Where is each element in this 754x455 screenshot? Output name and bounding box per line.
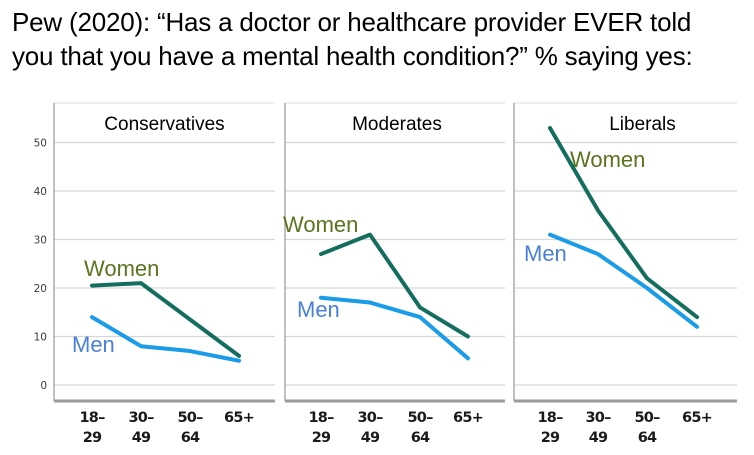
y-tick-label-10: 10 [34, 332, 47, 344]
x-tick-label: 18–29 [79, 410, 105, 446]
x-tick-label: 65+ [682, 410, 713, 426]
x-tick-line1: 30– [357, 410, 383, 426]
x-tick-label: 65+ [453, 410, 484, 426]
x-tick-line2: 64 [181, 430, 200, 446]
x-tick-line1: 18– [308, 410, 334, 426]
panel-title-liberals: Liberals [609, 114, 676, 135]
series-label-women: Women [283, 212, 358, 237]
x-tick-line1: 30– [128, 410, 154, 426]
y-tick-label-30: 30 [34, 235, 47, 247]
x-tick-line2: 49 [132, 430, 151, 446]
y-tick-label-0: 0 [40, 380, 47, 392]
x-tick-label: 30–49 [585, 410, 611, 446]
x-tick-line1: 65+ [453, 410, 483, 426]
series-line-men [548, 232, 699, 329]
x-tick-line2: 29 [541, 430, 560, 446]
series-label-men: Men [297, 297, 340, 322]
series-label-men: Men [72, 332, 115, 357]
line-chart: 01020304050ConservativesWomenMen18–2930–… [34, 102, 737, 446]
series-line-women [548, 125, 699, 320]
series-label-women: Women [84, 256, 159, 281]
x-tick-label: 30–49 [357, 410, 383, 446]
panel-conservatives: 01020304050ConservativesWomenMen18–2930–… [34, 102, 275, 446]
x-tick-line1: 30– [585, 410, 611, 426]
chart-title-line2: you that you have a mental health condit… [12, 41, 693, 71]
chart-title: Pew (2020): “Has a doctor or healthcare … [12, 5, 752, 73]
x-tick-line2: 64 [411, 430, 430, 446]
x-tick-line2: 29 [83, 430, 102, 446]
series-line-men [90, 315, 241, 363]
x-tick-line1: 18– [79, 410, 105, 426]
x-tick-label: 18–29 [308, 410, 334, 446]
x-tick-label: 50–64 [407, 410, 433, 446]
series-label-men: Men [524, 241, 567, 266]
x-tick-label: 50–64 [177, 410, 203, 446]
x-tick-label: 65+ [224, 410, 255, 426]
series-line-women [319, 232, 470, 339]
x-tick-label: 18–29 [537, 410, 563, 446]
x-tick-line2: 29 [312, 430, 331, 446]
series-label-women: Women [570, 147, 645, 172]
x-tick-line2: 64 [638, 430, 657, 446]
x-tick-line2: 49 [589, 430, 608, 446]
x-tick-label: 30–49 [128, 410, 154, 446]
x-tick-line1: 65+ [224, 410, 254, 426]
x-tick-line2: 49 [361, 430, 380, 446]
x-tick-line1: 18– [537, 410, 563, 426]
x-tick-line1: 50– [177, 410, 203, 426]
panel-title-moderates: Moderates [352, 114, 442, 135]
y-tick-label-40: 40 [34, 186, 47, 198]
series-line-men [319, 295, 470, 361]
chart-title-line1: Pew (2020): “Has a doctor or healthcare … [12, 7, 692, 37]
series-line-women [90, 281, 241, 358]
y-tick-label-20: 20 [34, 283, 47, 295]
y-tick-label-50: 50 [34, 138, 47, 150]
x-tick-line1: 50– [634, 410, 660, 426]
x-tick-label: 50–64 [634, 410, 660, 446]
x-tick-line1: 65+ [682, 410, 712, 426]
panel-title-conservatives: Conservatives [104, 114, 224, 135]
x-tick-line1: 50– [407, 410, 433, 426]
